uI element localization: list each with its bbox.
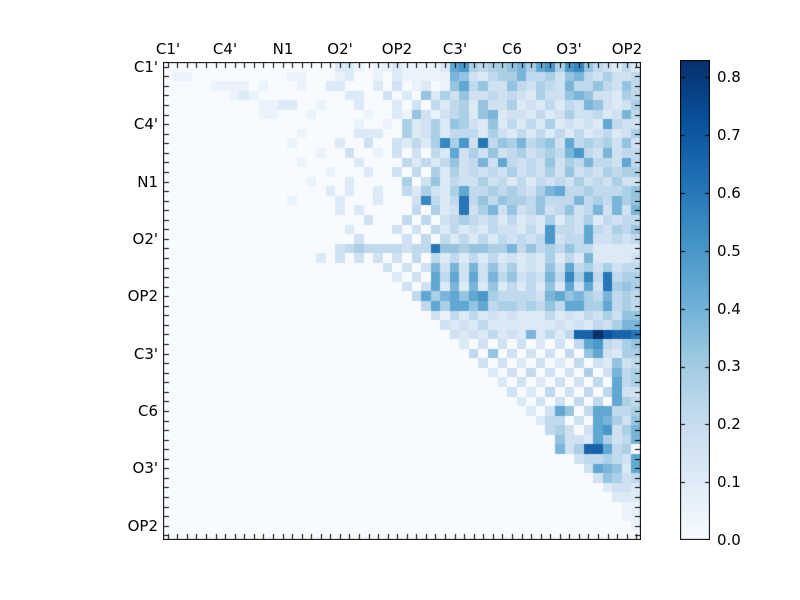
- y-tick-label: C6: [137, 402, 158, 420]
- colorbar-tick-label: 0.6: [717, 184, 741, 202]
- y-tick-label: O2': [132, 230, 158, 248]
- colorbar-tick-label: 0.7: [717, 126, 741, 144]
- colorbar-tick-label: 0.2: [717, 415, 741, 433]
- y-tick-label: N1: [137, 173, 158, 191]
- heatmap-canvas: [163, 62, 641, 540]
- colorbar-tick-label: 0.8: [717, 68, 741, 86]
- colorbar-tick-label: 0.0: [717, 531, 741, 549]
- colorbar-tick-label: 0.4: [717, 300, 741, 318]
- colorbar-tick-label: 0.5: [717, 242, 741, 260]
- y-tick-label: OP2: [127, 517, 158, 535]
- y-tick-label: C4': [133, 115, 158, 133]
- x-tick-label: OP2: [381, 40, 413, 58]
- x-tick-label: C3': [442, 40, 468, 58]
- y-tick-label: C1': [133, 58, 158, 76]
- colorbar-tick-label: 0.1: [717, 473, 741, 491]
- colorbar-gradient: [680, 60, 710, 540]
- y-tick-label: OP2: [127, 287, 158, 305]
- x-tick-label: O2': [327, 40, 353, 58]
- x-tick-label: N1: [272, 40, 294, 58]
- x-tick-label: O3': [556, 40, 582, 58]
- colorbar-tick-label: 0.3: [717, 357, 741, 375]
- x-tick-label: C6: [501, 40, 523, 58]
- x-tick-label: C1': [155, 40, 181, 58]
- x-tick-label: C4': [212, 40, 238, 58]
- y-tick-label: C3': [133, 345, 158, 363]
- y-tick-label: O3': [132, 459, 158, 477]
- x-tick-label: OP2: [611, 40, 643, 58]
